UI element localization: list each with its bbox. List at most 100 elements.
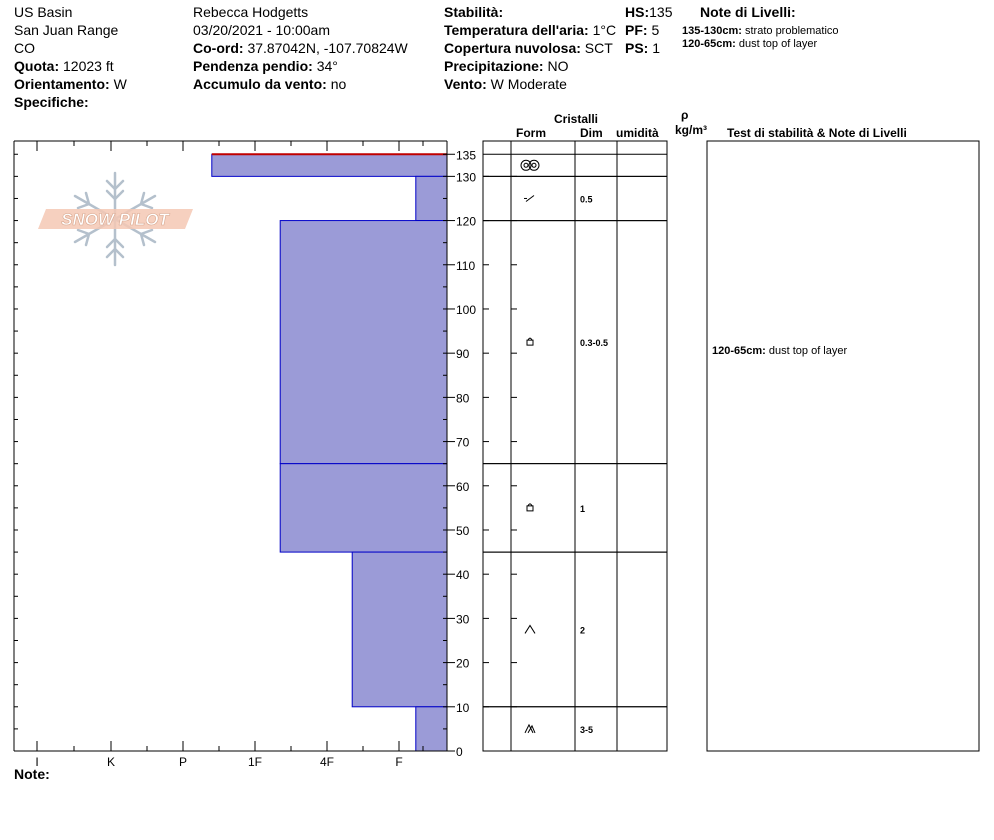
hardness-label: I (35, 755, 38, 769)
copertura-value: SCT (584, 40, 613, 56)
orient-field: Orientamento: W (14, 76, 127, 92)
note-2-text: dust top of layer (738, 38, 818, 50)
note-1: 135-130cm: strato problematico (682, 25, 839, 37)
quota-value: 12023 ft (63, 58, 114, 74)
depth-tick-label: 70 (456, 436, 470, 450)
layer-note: 120-65cm: dust top of layer (712, 345, 847, 357)
accumulo-label: Accumulo da vento: (193, 76, 327, 92)
depth-tick-label: 120 (456, 215, 476, 229)
vento-value: W Moderate (490, 76, 567, 92)
hardness-label: 1F (248, 755, 262, 769)
hardness-label: 4F (320, 755, 334, 769)
chevron (527, 724, 536, 734)
crystal-dim: 2 (580, 625, 585, 635)
note-2: 120-65cm: dust top of layer (682, 38, 817, 50)
ring (520, 159, 532, 171)
col-tests: Test di stabilità & Note di Livelli (727, 126, 907, 140)
hs-label: HS: (625, 4, 650, 20)
observer-name: Rebecca Hodgetts (193, 4, 309, 20)
orient-value: W (113, 76, 127, 92)
layer-note-text: dust top of layer (769, 345, 848, 357)
crystal-dim: 0.3-0.5 (580, 338, 608, 348)
layer-bar (279, 220, 448, 465)
pf-field: PF: 5 (625, 22, 659, 38)
depth-tick-label: 30 (456, 612, 470, 626)
layer-note-range: 120-65cm: (712, 345, 769, 357)
ring (531, 162, 537, 168)
orient-label: Orientamento: (14, 76, 110, 92)
depth-tick-label: 80 (456, 391, 470, 405)
hs-field: HS:135 (625, 4, 672, 20)
accumulo-value: no (330, 76, 347, 92)
decomposing-icon (524, 195, 535, 202)
box (526, 505, 534, 512)
arc (527, 503, 533, 507)
ring (528, 159, 540, 171)
coord-value: 37.87042N, -107.70824W (247, 40, 408, 56)
layer-bar (351, 551, 448, 708)
crystal-table: 0.5 0.3-0.5 1 2 3-5 120-65cm: dust top of lay… (482, 140, 980, 752)
depth-tick-label: 110 (456, 259, 475, 273)
depth-hoar-chains-icon (524, 723, 536, 734)
pf-value: 5 (651, 22, 660, 38)
obs-datetime: 03/20/2021 - 10:00am (193, 22, 330, 38)
location-range: San Juan Range (14, 22, 119, 38)
location-state: CO (14, 40, 35, 56)
note-1-range: 135-130cm: (682, 25, 742, 37)
chart-axes: I K P 1F 4F F 0 10 20 30 40 50 60 70 80 90 100 110 120 130 1… (13, 140, 476, 769)
chevron (524, 723, 534, 734)
pendenza-field: Pendenza pendio: 34° (193, 58, 338, 74)
precip-value: NO (547, 58, 569, 74)
note-1-text: strato problematico (745, 25, 839, 37)
crystal-dim: 0.5 (580, 194, 593, 204)
depth-tick-label: 0 (456, 745, 463, 759)
vento-label: Vento: (444, 76, 487, 92)
temp-value: 1°C (592, 22, 617, 38)
layer-bar (415, 706, 448, 752)
crystal-dim: 1 (580, 504, 585, 514)
snowpilot-logo-text: SNOW PILOT (61, 210, 170, 229)
specifiche-label: Specifiche: (14, 94, 89, 110)
ps-label: PS: (625, 40, 649, 56)
depth-tick-label: 10 (456, 701, 470, 715)
stabilita-label: Stabilità: (444, 4, 504, 20)
hardness-label: F (395, 755, 402, 769)
arc (527, 337, 533, 341)
chevron (524, 624, 536, 634)
ps-field: PS: 1 (625, 40, 660, 56)
hardness-profile (211, 153, 448, 752)
vento-field: Vento: W Moderate (444, 76, 567, 92)
location-basin: US Basin (14, 4, 73, 20)
quota-label: Quota: (14, 58, 60, 74)
pendenza-value: 34° (316, 58, 338, 74)
snowpilot-logo: SNOW PILOT (38, 171, 193, 267)
copertura-field: Copertura nuvolosa: SCT (444, 40, 613, 56)
footer-note: Note: (14, 766, 50, 782)
col-form: Form (516, 126, 546, 140)
melt-forms-icon (520, 159, 540, 171)
hs-value: 135 (649, 4, 673, 20)
pendenza-label: Pendenza pendio: (193, 58, 313, 74)
accumulo-field: Accumulo da vento: no (193, 76, 346, 92)
notes-title: Note di Livelli: (700, 4, 796, 20)
rounded-facets-icon (526, 503, 534, 512)
depth-tick-label: 20 (456, 657, 470, 671)
box (526, 339, 534, 346)
ring (523, 162, 529, 168)
depth-tick-label: 50 (456, 524, 470, 538)
depth-tick-label: 135 (456, 148, 476, 162)
layer-bar (415, 175, 448, 222)
note-2-range: 120-65cm: (682, 38, 736, 50)
coord-label: Co-ord: (193, 40, 244, 56)
coord-field: Co-ord: 37.87042N, -107.70824W (193, 40, 408, 56)
rounded-facets-icon (526, 337, 534, 346)
col-cristalli: Cristalli (554, 112, 599, 126)
depth-tick-label: 90 (456, 347, 470, 361)
temp-label: Temperatura dell'aria: (444, 22, 589, 38)
test-notes-frame (706, 140, 980, 752)
depth-tick-label: 100 (456, 303, 476, 317)
col-umidita: umidità (616, 126, 659, 140)
layer-bar (211, 153, 448, 177)
layer-bar (279, 463, 448, 553)
